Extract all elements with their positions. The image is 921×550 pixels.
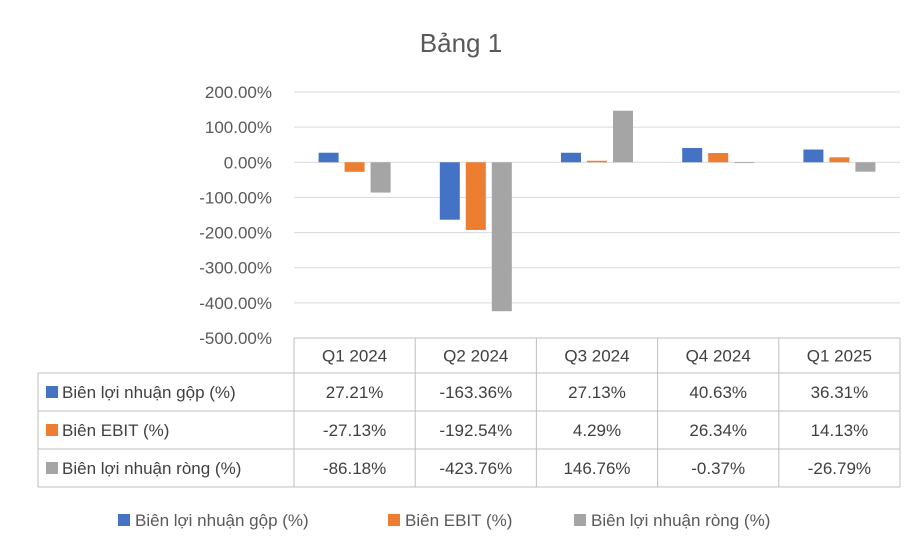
table-series-name: Biên EBIT (%) xyxy=(62,421,169,440)
category-label: Q3 2024 xyxy=(564,347,629,366)
bar xyxy=(855,162,876,172)
bar xyxy=(491,162,512,312)
data-label: -192.54% xyxy=(439,421,512,440)
table-legend-key xyxy=(46,424,58,436)
data-label: 146.76% xyxy=(563,459,630,478)
legend-item: Biên EBIT (%) xyxy=(388,511,512,530)
series-1 xyxy=(318,148,824,220)
table-legend-key xyxy=(46,386,58,398)
legend-label: Biên EBIT (%) xyxy=(405,511,512,530)
bar xyxy=(613,110,633,163)
y-tick-label: -400.00% xyxy=(199,294,272,313)
data-label: 40.63% xyxy=(689,383,747,402)
series-2 xyxy=(344,153,850,230)
bar xyxy=(344,162,365,172)
legend-swatch xyxy=(118,514,130,526)
gridlines xyxy=(294,91,900,304)
data-label: -423.76% xyxy=(439,459,512,478)
series-3 xyxy=(370,110,876,312)
y-tick-label: 100.00% xyxy=(205,118,272,137)
category-label: Q2 2024 xyxy=(443,347,508,366)
bars xyxy=(318,110,876,312)
data-label: -26.79% xyxy=(808,459,871,478)
legend-item: Biên lợi nhuận ròng (%) xyxy=(574,511,770,530)
legend-label: Biên lợi nhuận ròng (%) xyxy=(591,511,770,530)
bar xyxy=(829,157,850,163)
y-tick-label: -500.00% xyxy=(199,329,272,348)
data-label: 27.21% xyxy=(326,383,384,402)
legend-item: Biên lợi nhuận gộp (%) xyxy=(118,511,309,530)
category-label: Q4 2024 xyxy=(686,347,751,366)
bar xyxy=(439,162,460,220)
data-table: Q1 2024 Q2 2024 Q3 2024 Q4 2024 Q1 2025 Biên … xyxy=(37,337,901,488)
table-legend-key xyxy=(46,462,58,474)
bar xyxy=(318,152,339,163)
data-label: 27.13% xyxy=(568,383,626,402)
data-label: 4.29% xyxy=(573,421,621,440)
data-label: -86.18% xyxy=(323,459,386,478)
y-tick-label: -300.00% xyxy=(199,259,272,278)
data-label: 36.31% xyxy=(811,383,869,402)
y-tick-label: 200.00% xyxy=(205,83,272,102)
bar xyxy=(587,160,607,163)
data-label: 14.13% xyxy=(811,421,869,440)
table-series-name: Biên lợi nhuận ròng (%) xyxy=(62,459,241,478)
bar xyxy=(708,153,729,163)
data-label: -27.13% xyxy=(323,421,386,440)
bar xyxy=(682,148,703,163)
bar xyxy=(370,162,391,193)
data-label: -0.37% xyxy=(691,459,745,478)
bar xyxy=(465,162,486,230)
legend-label: Biên lợi nhuận gộp (%) xyxy=(135,511,309,530)
legend: Biên lợi nhuận gộp (%) Biên EBIT (%) Biên … xyxy=(118,511,770,530)
legend-swatch xyxy=(574,514,586,526)
data-label: 26.34% xyxy=(689,421,747,440)
y-tick-label: 0.00% xyxy=(224,153,272,172)
y-tick-label: -200.00% xyxy=(199,224,272,243)
bar xyxy=(561,152,581,163)
bar xyxy=(803,149,824,163)
chart-title: Bảng 1 xyxy=(420,28,502,58)
table-series-name: Biên lợi nhuận gộp (%) xyxy=(62,383,236,402)
bar xyxy=(734,162,755,164)
y-axis: 200.00% 100.00% 0.00% -100.00% -200.00% -300.… xyxy=(199,83,272,348)
legend-swatch xyxy=(388,514,400,526)
category-label: Q1 2024 xyxy=(322,347,387,366)
category-label: Q1 2025 xyxy=(807,347,872,366)
y-tick-label: -100.00% xyxy=(199,188,272,207)
data-label: -163.36% xyxy=(439,383,512,402)
